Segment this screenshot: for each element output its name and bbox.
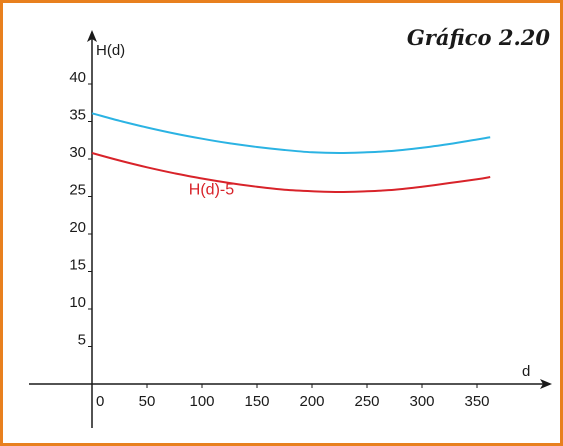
y-tick-label: 10 — [69, 294, 86, 311]
y-tick-label: 15 — [69, 257, 86, 274]
y-tick-label: 40 — [69, 69, 86, 86]
y-tick-label: 25 — [69, 182, 86, 199]
x-tick-label: 150 — [244, 393, 269, 410]
y-tick-label: 35 — [69, 107, 86, 124]
line-chart: d H(d) 5 10 15 20 25 30 35 40 0 50 100 150 200 250 300… — [29, 30, 552, 428]
tick-group: 5 10 15 20 25 30 35 40 0 50 100 150 200 250 300 350 — [69, 69, 489, 410]
x-tick-label: 100 — [189, 393, 214, 410]
y-tick-label: 30 — [69, 144, 86, 161]
x-tick-label: 200 — [299, 393, 324, 410]
y-axis-label: H(d) — [96, 42, 125, 59]
x-tick-label: 350 — [464, 393, 489, 410]
x-tick-label: 250 — [354, 393, 379, 410]
y-tick-label: 20 — [69, 219, 86, 236]
x-tick-label: 0 — [96, 393, 104, 410]
series-group: H(d)-5 — [91, 112, 491, 198]
series-line-0 — [91, 112, 491, 155]
x-tick-label: 300 — [409, 393, 434, 410]
series-label-1: H(d)-5 — [189, 181, 234, 198]
x-axis-label: d — [522, 363, 530, 380]
series-line-1 — [91, 152, 491, 194]
figure-label: Gráfico 2.20 — [406, 25, 550, 50]
y-axis-arrow — [87, 30, 97, 42]
y-tick-label: 5 — [78, 332, 86, 349]
x-tick-label: 50 — [139, 393, 156, 410]
x-axis-arrow — [540, 379, 552, 389]
